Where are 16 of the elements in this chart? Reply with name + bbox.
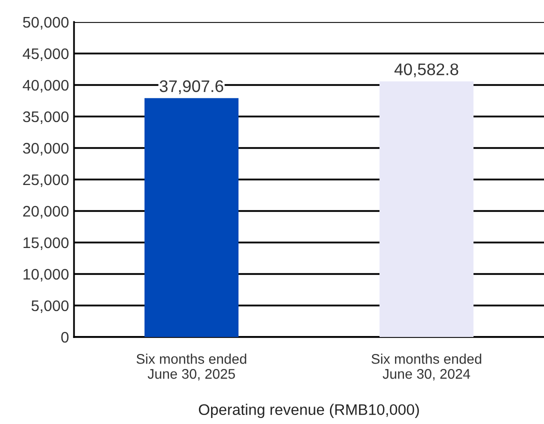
y-tick-label: 15,000 <box>24 237 69 250</box>
y-tick-label: 0 <box>61 332 69 343</box>
y-tick-label: 40,000 <box>22 80 69 92</box>
y-tick-label: 35,000 <box>23 111 69 124</box>
y-tick-label: 50,000 <box>23 16 69 30</box>
y-tick-label: 30,000 <box>23 142 69 156</box>
y-tick-label: 5,000 <box>32 300 69 313</box>
y-tick-label: 20,000 <box>23 206 69 218</box>
x-axis-title: Operating revenue (RMB10,000) <box>198 404 419 418</box>
x-tick-label: Six months ended June 30, 2025 <box>136 354 246 380</box>
y-tick-label: 10,000 <box>24 268 69 282</box>
x-tick-label: Six months ended June 30, 2024 <box>372 354 482 380</box>
data-label: 37,907.6 <box>160 80 224 94</box>
y-tick-label: 25,000 <box>23 174 69 187</box>
data-label: 40,582.8 <box>394 63 458 78</box>
y-tick-label: 45,000 <box>22 48 69 61</box>
